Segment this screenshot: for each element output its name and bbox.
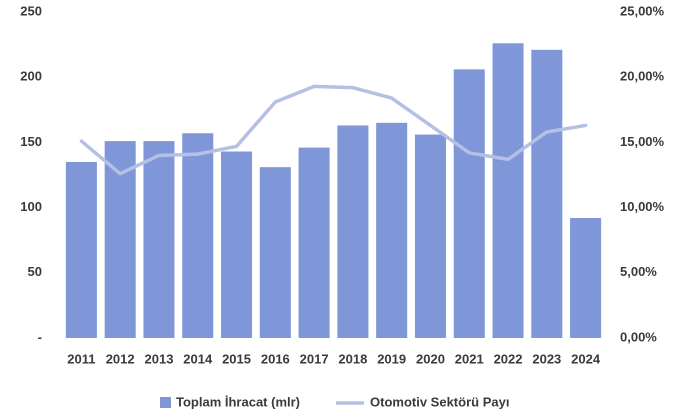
x-tick-label: 2017 bbox=[300, 351, 329, 366]
x-tick-label: 2016 bbox=[261, 351, 290, 366]
x-tick-label: 2024 bbox=[571, 351, 601, 366]
x-tick-label: 2018 bbox=[338, 351, 367, 366]
bar bbox=[531, 49, 563, 338]
y-tick-label: 100 bbox=[20, 199, 42, 214]
legend-label: Otomotiv Sektörü Payı bbox=[370, 394, 509, 409]
y2-tick-label: 0,00% bbox=[620, 329, 657, 344]
x-tick-label: 2011 bbox=[67, 351, 95, 366]
line bbox=[79, 84, 588, 176]
x-tick-label: 2014 bbox=[183, 351, 213, 366]
y2-tick-label: 10,00% bbox=[620, 199, 665, 214]
bar bbox=[221, 151, 253, 338]
x-tick-label: 2022 bbox=[494, 351, 523, 366]
y2-tick-label: 15,00% bbox=[620, 134, 665, 149]
bar bbox=[414, 134, 446, 338]
bar bbox=[259, 167, 291, 338]
x-tick-label: 2019 bbox=[377, 351, 406, 366]
y-tick-label: - bbox=[38, 329, 42, 344]
bar bbox=[337, 125, 369, 338]
x-tick-label: 2013 bbox=[145, 351, 174, 366]
bar bbox=[570, 218, 602, 338]
bar bbox=[104, 141, 136, 338]
y2-tick-label: 20,00% bbox=[620, 69, 665, 84]
bar bbox=[453, 69, 485, 338]
y-tick-label: 200 bbox=[20, 69, 42, 84]
x-tick-label: 2023 bbox=[532, 351, 561, 366]
bar bbox=[298, 147, 330, 338]
bar bbox=[65, 161, 97, 338]
bar bbox=[143, 141, 175, 338]
x-tick-label: 2020 bbox=[416, 351, 445, 366]
legend-swatch bbox=[160, 397, 171, 408]
x-tick-label: 2021 bbox=[455, 351, 484, 366]
y2-tick-label: 25,00% bbox=[620, 3, 665, 18]
y-tick-label: 50 bbox=[28, 264, 42, 279]
bar bbox=[376, 122, 408, 338]
bar bbox=[182, 133, 214, 338]
bar bbox=[492, 43, 524, 339]
y-tick-label: 250 bbox=[20, 3, 42, 18]
y-tick-label: 150 bbox=[20, 134, 42, 149]
y2-tick-label: 5,00% bbox=[620, 264, 657, 279]
x-tick-label: 2015 bbox=[222, 351, 251, 366]
x-tick-label: 2012 bbox=[106, 351, 135, 366]
legend-label: Toplam İhracat (mlr) bbox=[176, 394, 300, 409]
